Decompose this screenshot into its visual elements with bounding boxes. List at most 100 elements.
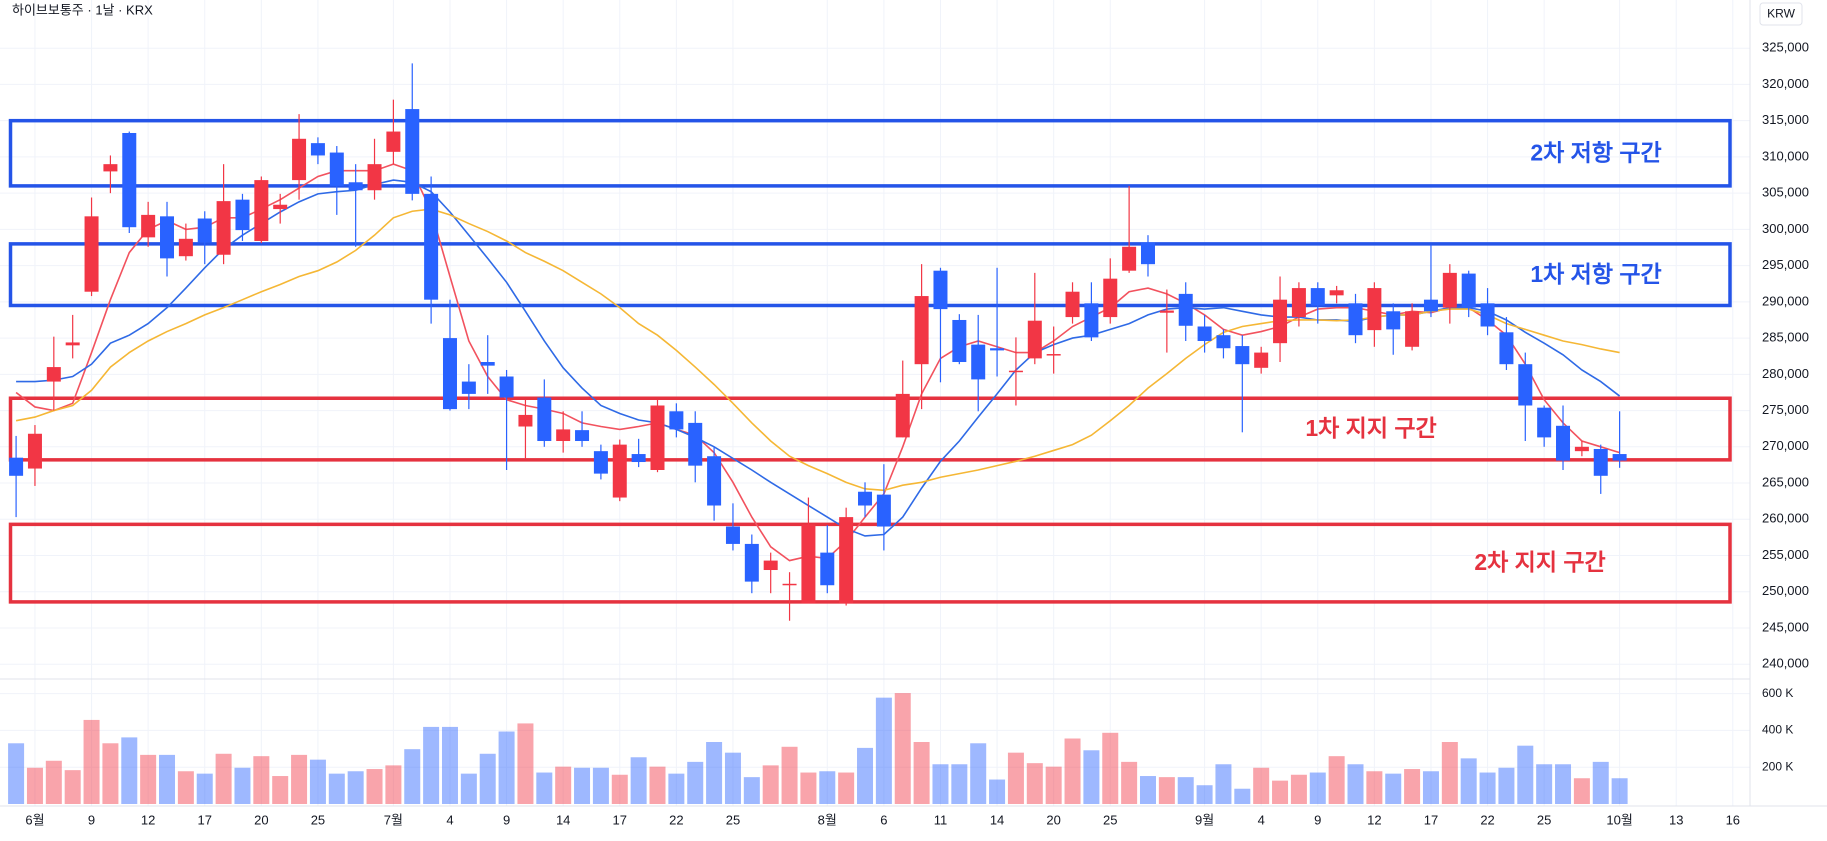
volume-tick-label: 600 K <box>1762 686 1793 700</box>
candle-body <box>461 381 476 394</box>
candle-body <box>1537 407 1552 438</box>
x-tick-label: 16 <box>1726 812 1740 827</box>
currency-button[interactable] <box>1759 2 1803 26</box>
volume-bar <box>460 773 477 804</box>
candle-body <box>1348 303 1363 336</box>
x-tick-label: 4 <box>446 812 453 827</box>
volume-bar <box>1309 772 1326 804</box>
volume-bar <box>706 742 723 804</box>
candle-body <box>405 109 420 194</box>
candle-body <box>1461 273 1476 308</box>
y-tick-label: 315,000 <box>1762 112 1809 127</box>
volume-bar <box>272 776 289 804</box>
x-tick-label: 7월 <box>384 812 403 827</box>
volume-bar <box>441 726 458 804</box>
volume-bar <box>1536 764 1553 804</box>
candle-body <box>386 131 401 152</box>
volume-bar <box>1404 769 1421 804</box>
candle-body <box>990 348 1005 351</box>
x-tick-label: 22 <box>669 812 683 827</box>
volume-bar <box>1102 732 1119 804</box>
candle-body <box>197 218 212 243</box>
volume-bar <box>875 697 892 804</box>
candle-body <box>782 583 797 586</box>
candle-body <box>556 429 571 442</box>
candle-body <box>801 524 816 604</box>
candle-body <box>688 422 703 466</box>
candle-body <box>1593 448 1608 476</box>
x-tick-label: 14 <box>556 812 570 827</box>
candle-body <box>933 270 948 310</box>
volume-bar <box>894 693 911 804</box>
x-tick-label: 8월 <box>818 812 837 827</box>
zone-label: 1차 저항 구간 <box>1530 261 1661 287</box>
candle-body <box>1518 364 1533 406</box>
candle-body <box>820 552 835 586</box>
volume-bar <box>611 774 628 804</box>
candle-body <box>442 338 457 410</box>
y-tick-label: 255,000 <box>1762 547 1809 562</box>
candle-body <box>593 451 608 474</box>
candle-body <box>499 376 514 398</box>
volume-bar <box>1366 771 1383 804</box>
y-tick-label: 240,000 <box>1762 656 1809 671</box>
candle-body <box>178 238 193 257</box>
volume-bar <box>45 760 62 804</box>
zone-box <box>8 522 1732 604</box>
candle-body <box>1291 288 1306 318</box>
volume-bar <box>196 773 213 804</box>
candle-body <box>707 456 722 506</box>
volume-bar <box>121 737 138 804</box>
currency-button-label[interactable]: KRW <box>1767 7 1795 21</box>
volume-bar <box>423 726 440 804</box>
x-tick-label: 9 <box>1314 812 1321 827</box>
volume-bar <box>1158 777 1175 804</box>
x-tick-label: 25 <box>1537 812 1551 827</box>
volume-bar <box>649 766 666 804</box>
x-tick-label: 22 <box>1480 812 1494 827</box>
volume-bar <box>1422 771 1439 804</box>
volume-bar <box>1611 778 1628 804</box>
volume-bar <box>724 752 741 804</box>
candle-body <box>858 491 873 506</box>
candle-body <box>1423 299 1438 312</box>
y-tick-label: 265,000 <box>1762 474 1809 489</box>
y-tick-label: 285,000 <box>1762 330 1809 345</box>
y-tick-label: 300,000 <box>1762 221 1809 236</box>
candle-body <box>1103 278 1118 318</box>
candle-body <box>235 199 250 231</box>
y-tick-label: 270,000 <box>1762 438 1809 453</box>
x-tick-label: 10월 <box>1606 812 1632 827</box>
volume-bar <box>404 749 421 804</box>
y-tick-label: 305,000 <box>1762 185 1809 200</box>
candle-body <box>575 430 590 442</box>
volume-bar <box>347 771 364 804</box>
candle-body <box>27 433 42 469</box>
candle-body <box>1499 332 1514 365</box>
candle-body <box>310 143 325 156</box>
candle-body <box>122 132 137 228</box>
y-tick-label: 275,000 <box>1762 402 1809 417</box>
volume-bar <box>102 743 119 804</box>
candle-body <box>329 152 344 186</box>
candle-body <box>1065 291 1080 318</box>
volume-bar <box>26 767 43 804</box>
volume-bar <box>64 770 81 804</box>
x-tick-label: 12 <box>1367 812 1381 827</box>
volume-bar <box>385 765 402 804</box>
plot: 2차 저항 구간 1차 저항 구간 1차 지지 구간 2차 지지 구간 <box>8 63 1732 804</box>
volume-bar <box>1290 774 1307 804</box>
volume-bar <box>1007 752 1024 804</box>
candle-body <box>518 414 533 427</box>
volume-bar <box>762 765 779 804</box>
x-tick-label: 20 <box>254 812 268 827</box>
volume-tick-label: 400 K <box>1762 723 1793 737</box>
volume-bar <box>1441 742 1458 804</box>
volume-bar <box>951 764 968 804</box>
volume-tick-label: 200 K <box>1762 759 1793 773</box>
x-tick-label: 20 <box>1046 812 1060 827</box>
volume-bar <box>328 773 345 804</box>
volume-bar <box>819 771 836 804</box>
candle-body <box>744 543 759 582</box>
volume-bar <box>8 743 25 804</box>
